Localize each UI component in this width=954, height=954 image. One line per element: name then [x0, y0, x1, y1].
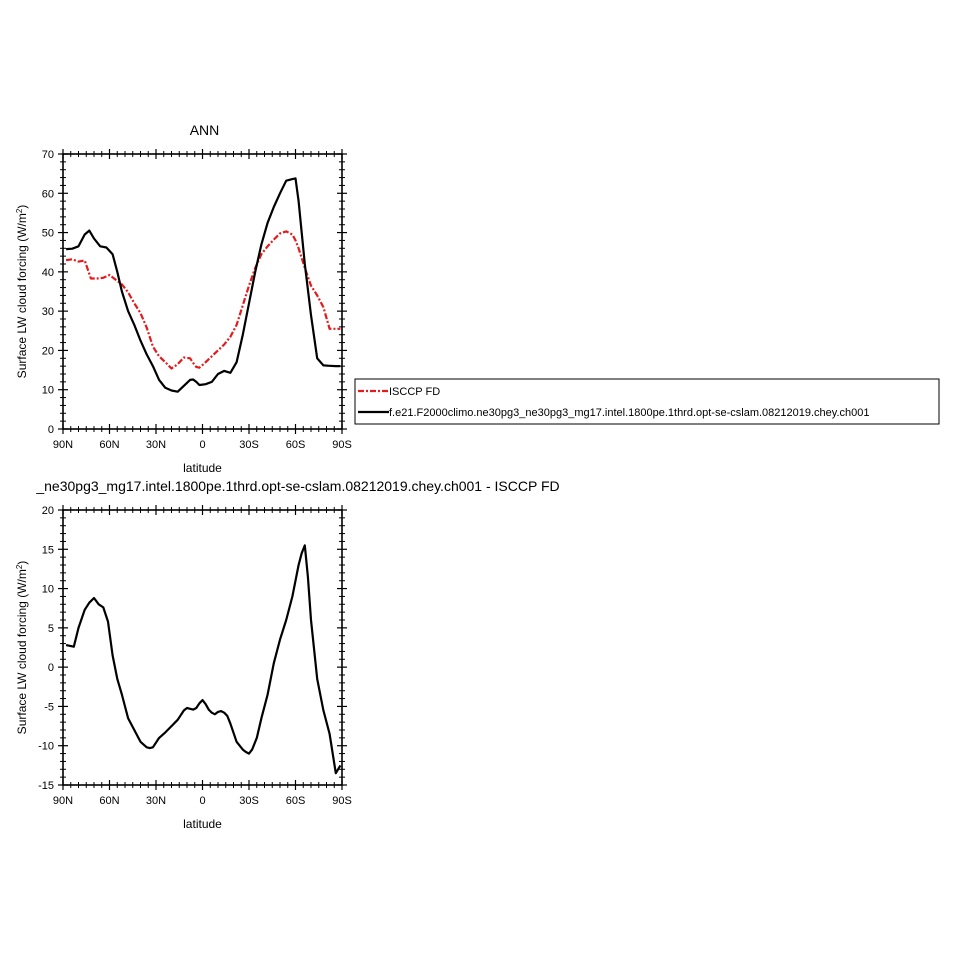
y-tick-label: -15 — [38, 780, 54, 792]
legend-box — [354, 378, 940, 425]
x-tick-label: 0 — [199, 795, 205, 807]
x-tick-label: 90N — [53, 439, 73, 451]
x-tick-label: 90S — [332, 795, 352, 807]
x-tick-label: 60S — [286, 439, 306, 451]
y-tick-label: 50 — [42, 228, 54, 240]
plot-frame — [62, 153, 343, 430]
y-tick-label: 70 — [42, 149, 54, 161]
x-tick-label: 60N — [99, 795, 119, 807]
legend-label-1: f.e21.F2000climo.ne30pg3_ne30pg3_mg17.in… — [389, 407, 869, 419]
bottom-panel: -15 -10 -5 0 5 10 15 20 90N 60N 30N 0 30S 60S 90S latit… — [15, 478, 560, 831]
x-tick-label: 0 — [199, 439, 205, 451]
y-axis-label: Surface LW cloud forcing (W/m2) — [15, 561, 29, 735]
x-axis-label: latitude — [183, 461, 222, 475]
x-tick-label: 30N — [146, 439, 166, 451]
y-tick-label: 20 — [42, 345, 54, 357]
y-tick-label: 10 — [42, 385, 54, 397]
y-tick-label: 40 — [42, 267, 54, 279]
chart-title: ANN — [190, 122, 220, 138]
y-tick-label: -10 — [38, 741, 54, 753]
legend-label-0: ISCCP FD — [389, 386, 440, 398]
x-axis-label: latitude — [183, 817, 222, 831]
y-tick-label: 60 — [42, 188, 54, 200]
x-tick-label: 60N — [99, 439, 119, 451]
x-tick-label: 30S — [239, 795, 259, 807]
plot-frame — [62, 509, 343, 786]
y-tick-label: 0 — [48, 424, 54, 436]
y-tick-label: 15 — [42, 544, 54, 556]
x-tick-label: 90N — [53, 795, 73, 807]
series-line-0 — [65, 544, 342, 775]
series-line-1 — [66, 177, 341, 393]
y-tick-label: 20 — [42, 505, 54, 517]
y-tick-label: 0 — [48, 662, 54, 674]
y-tick-label: 5 — [48, 623, 54, 635]
y-axis-label: Surface LW cloud forcing (W/m2) — [15, 205, 29, 379]
chart-title: _ne30pg3_mg17.intel.1800pe.1thrd.opt-se-… — [35, 478, 559, 494]
legend: ISCCP FD f.e21.F2000climo.ne30pg3_ne30pg3… — [354, 378, 940, 425]
x-tick-label: 30S — [239, 439, 259, 451]
y-tick-label: -5 — [44, 701, 54, 713]
y-tick-label: 30 — [42, 306, 54, 318]
series-line-0 — [65, 230, 341, 370]
y-tick-label: 10 — [42, 584, 54, 596]
x-tick-label: 90S — [332, 439, 352, 451]
x-tick-label: 30N — [146, 795, 166, 807]
x-tick-label: 60S — [286, 795, 306, 807]
top-panel: 0 10 20 30 40 50 60 70 90N 60N 30N 0 30S 60S 90S latitu… — [15, 122, 352, 475]
